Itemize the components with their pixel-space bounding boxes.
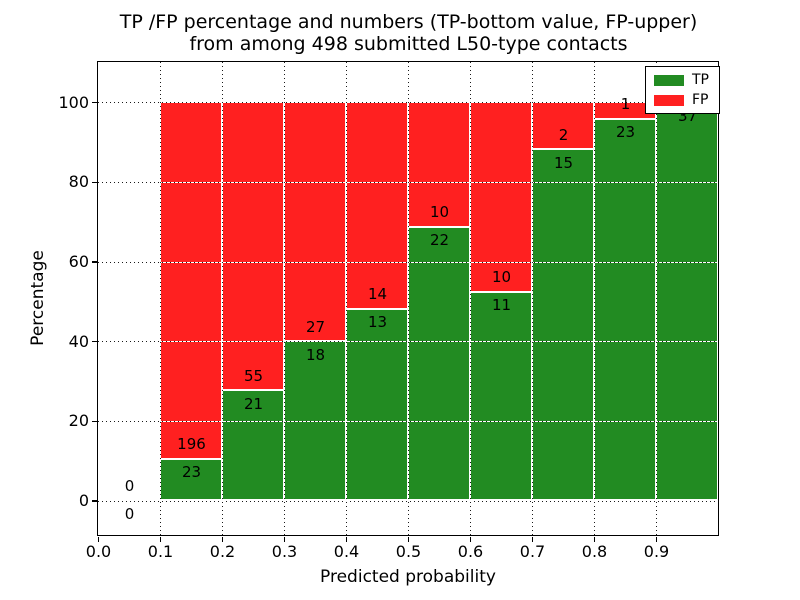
tp-color-swatch-icon	[654, 74, 684, 86]
x-tick-label: 0.2	[209, 542, 236, 561]
bar-count-label-fp: 10	[491, 268, 512, 287]
x-axis-tick	[345, 536, 348, 542]
bar-count-label-fp: 1	[620, 95, 631, 114]
bar-count-label-fp: 196	[177, 435, 206, 454]
legend-item-tp: TP	[654, 73, 709, 87]
y-axis-tick	[92, 261, 97, 263]
y-axis-tick	[92, 101, 97, 104]
x-tick-label: 0.7	[519, 542, 546, 561]
bar-segment-fp	[346, 102, 408, 309]
x-axis-tick	[97, 536, 100, 542]
grid-v-line	[594, 62, 595, 535]
plot-area	[97, 61, 719, 536]
x-tick-label: 0.5	[395, 542, 422, 561]
bar-segment-fp	[160, 102, 222, 459]
bar-segment-tp	[594, 118, 656, 501]
chart-title: TP /FP percentage and numbers (TP-bottom…	[97, 11, 720, 55]
bar-segment-tp	[284, 341, 346, 501]
grid-v-line	[532, 62, 533, 535]
legend-label-tp: TP	[692, 72, 709, 88]
bar-count-label-fp: 55	[243, 366, 264, 385]
y-axis-tick	[92, 420, 97, 423]
grid-v-line	[284, 62, 285, 535]
chart-title-line2: from among 498 submitted L50-type contac…	[189, 33, 628, 55]
bar-segment-fp	[470, 102, 532, 292]
bar-segment-tp	[408, 226, 470, 501]
bar-count-label-tp: 0	[124, 505, 135, 523]
bar-count-label-tp: 15	[553, 153, 574, 172]
bar-segment-fp	[532, 102, 594, 149]
legend-label-fp: FP	[692, 92, 709, 108]
x-axis-tick	[407, 536, 410, 542]
x-tick-label: 0.8	[581, 542, 608, 561]
x-axis-tick	[531, 536, 534, 542]
bar-count-label-tp: 18	[305, 345, 326, 364]
x-tick-label: 0.6	[457, 542, 484, 561]
y-tick-label: 60	[68, 252, 89, 271]
x-axis-label: Predicted probability	[320, 567, 496, 587]
chart-title-line1: TP /FP percentage and numbers (TP-bottom…	[119, 11, 698, 33]
bar-segment-tp	[532, 149, 594, 501]
grid-v-line	[656, 62, 657, 535]
x-tick-label: 0.3	[271, 542, 298, 561]
bar-count-label-tp: 22	[429, 231, 450, 250]
bar-segment-tp	[160, 458, 222, 501]
x-axis-tick	[655, 536, 658, 542]
bar-segment-tp	[656, 102, 718, 501]
y-tick-label: 80	[68, 172, 89, 192]
x-axis-tick	[221, 536, 224, 542]
x-tick-label: 0.9	[643, 542, 670, 561]
legend: TP FP	[645, 66, 720, 114]
bar-segment-fp	[408, 102, 470, 227]
bar-count-label-fp: 14	[367, 285, 388, 304]
x-axis-tick	[593, 536, 596, 542]
bar-count-label-fp: 0	[124, 477, 135, 495]
bar-count-label-tp: 11	[491, 296, 512, 315]
x-tick-label: 0.1	[147, 542, 174, 561]
bar-segment-fp	[284, 102, 346, 342]
bar-segment-tp	[346, 308, 408, 501]
bar-segment-tp	[470, 291, 532, 501]
grid-v-line	[408, 62, 409, 535]
legend-item-fp: FP	[654, 93, 709, 107]
bar-count-label-tp: 23	[181, 463, 202, 482]
y-tick-label: 0	[78, 491, 89, 510]
grid-v-line	[470, 62, 471, 535]
x-tick-label: 0.0	[85, 542, 112, 561]
fp-color-swatch-icon	[654, 94, 684, 106]
y-axis-tick	[92, 500, 97, 502]
bar-segment-tp	[222, 390, 284, 501]
bar-count-label-fp: 27	[305, 317, 326, 336]
y-tick-label: 40	[68, 331, 89, 351]
y-tick-label: 20	[68, 411, 89, 431]
x-axis-tick	[469, 536, 472, 542]
y-axis-tick	[92, 340, 97, 343]
x-tick-label: 0.4	[333, 542, 360, 561]
x-axis-tick	[159, 536, 162, 542]
bar-segment-fp	[222, 102, 284, 391]
grid-v-line	[346, 62, 347, 535]
y-axis-tick	[92, 181, 97, 184]
bar-count-label-tp: 23	[615, 123, 636, 142]
y-tick-label: 100	[58, 92, 89, 112]
bar-count-label-fp: 2	[558, 125, 569, 144]
grid-v-line	[222, 62, 223, 535]
bar-count-label-fp: 10	[429, 203, 450, 222]
bar-count-label-tp: 13	[367, 313, 388, 332]
grid-v-line	[160, 62, 161, 535]
x-axis-tick	[283, 536, 286, 542]
bar-count-label-tp: 21	[243, 394, 264, 413]
